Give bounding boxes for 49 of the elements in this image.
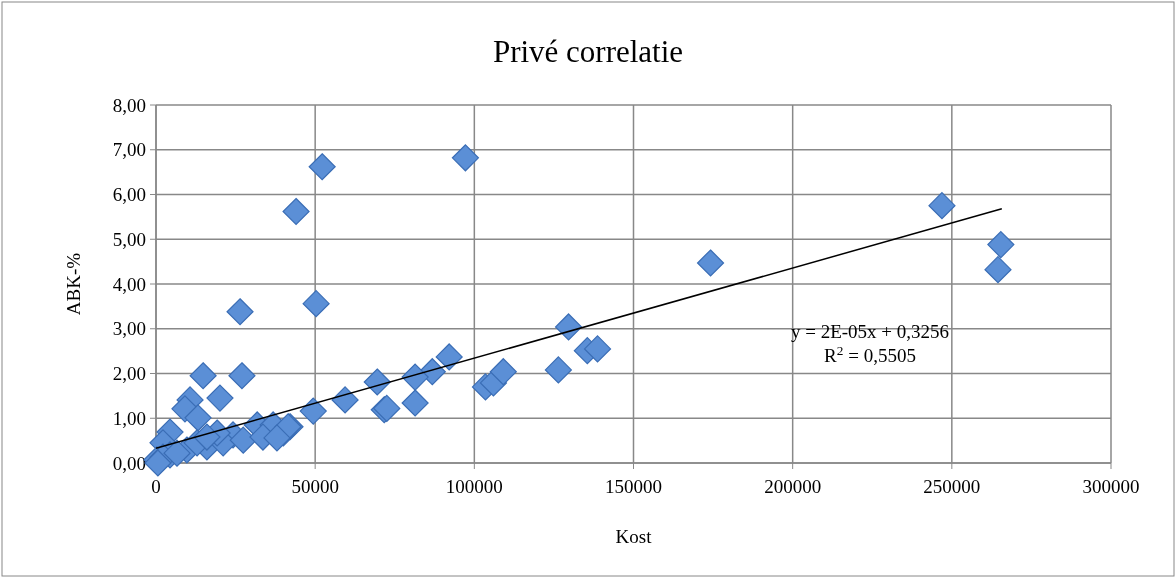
- point: [206, 384, 234, 412]
- point: [363, 368, 391, 396]
- point: [308, 153, 336, 181]
- y-tick-label: 0,00: [112, 452, 146, 474]
- y-tick-label: 2,00: [112, 363, 146, 385]
- point: [554, 313, 583, 341]
- point: [435, 343, 463, 371]
- point: [226, 298, 254, 326]
- annotation: R$^{2}$ = 0,5505: [824, 342, 916, 366]
- x-axis-title: Kost: [615, 526, 653, 547]
- annotation: y = 2E-05x + 0,3256: [790, 321, 950, 342]
- point: [583, 335, 612, 363]
- x-tick-label: 300000: [1082, 476, 1140, 497]
- x-tick-label: 150000: [605, 476, 662, 497]
- y-tick-label: 1,00: [112, 407, 146, 429]
- point: [144, 449, 172, 477]
- point: [401, 363, 429, 391]
- x-tick-label: 200000: [764, 476, 822, 497]
- point: [299, 397, 327, 425]
- point: [189, 362, 217, 390]
- point: [229, 426, 257, 454]
- point: [263, 424, 291, 452]
- y-tick-label: 8,00: [112, 94, 146, 116]
- y-tick-label: 3,00: [112, 318, 146, 340]
- point: [163, 439, 191, 467]
- y-tick-label: 5,00: [112, 228, 146, 250]
- point: [302, 290, 330, 318]
- x-tick-label: 250000: [923, 476, 981, 497]
- y-tick-label: 4,00: [112, 273, 146, 295]
- point: [544, 356, 572, 384]
- point: [451, 144, 480, 172]
- chart-title: Privé correlatie: [492, 34, 684, 69]
- point: [331, 386, 359, 414]
- point: [928, 192, 956, 220]
- x-tick-label: 0: [151, 476, 161, 497]
- point: [282, 197, 310, 226]
- point: [984, 256, 1012, 284]
- y-axis-title: ABK-%: [63, 252, 84, 316]
- point: [193, 423, 221, 451]
- point: [489, 358, 517, 386]
- y-tick-label: 7,00: [112, 139, 146, 161]
- point: [228, 362, 256, 390]
- y-tick-label: 6,00: [112, 184, 146, 206]
- x-tick-label: 50000: [291, 476, 339, 497]
- point: [987, 231, 1015, 259]
- point: [184, 404, 212, 432]
- x-tick-label: 100000: [445, 476, 503, 497]
- point: [696, 249, 725, 277]
- point: [401, 389, 429, 417]
